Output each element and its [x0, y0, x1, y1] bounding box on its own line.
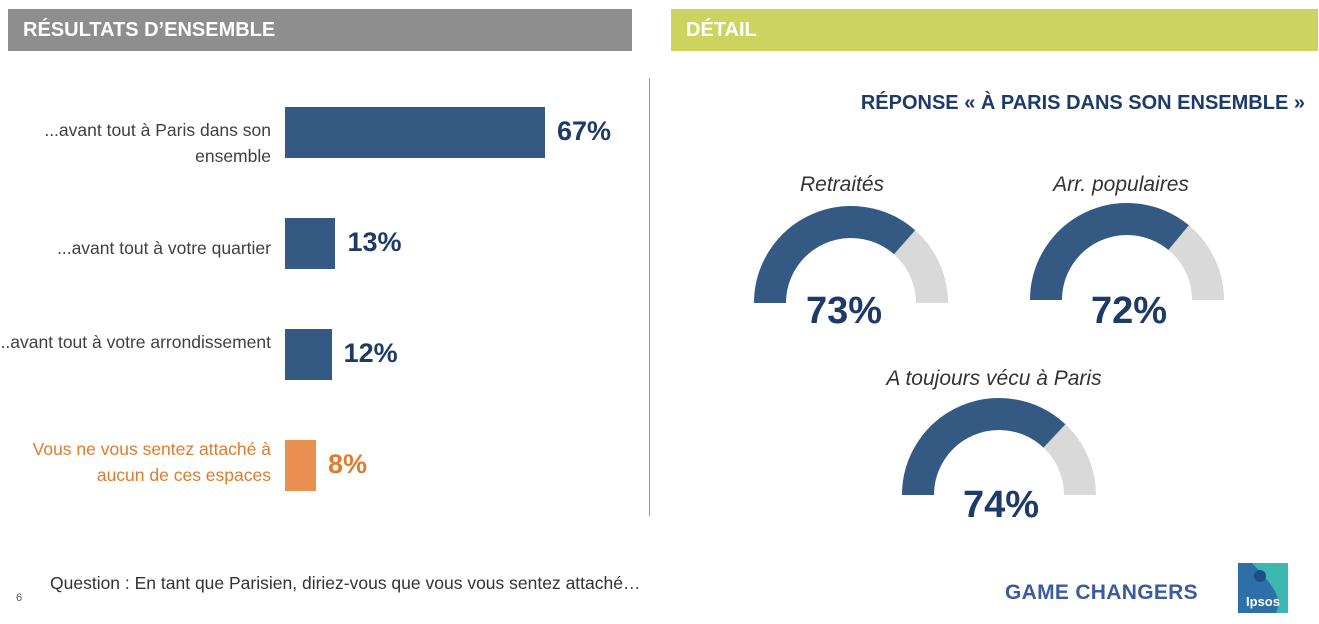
gauge-fill [1030, 203, 1189, 301]
bar-value-label: 67% [557, 116, 612, 146]
bar [285, 440, 317, 491]
gauge-label: Retraités [799, 173, 885, 196]
bar-category-label: ...avant tout à Paris dans son ensemble [44, 120, 271, 166]
results-overall-header: RÉSULTATS D’ENSEMBLE [8, 9, 632, 51]
bar-category-label: ...avant tout à votre arrondissement [0, 332, 271, 352]
gauge [1030, 203, 1224, 301]
bar [285, 329, 332, 380]
survey-question: Question : En tant que Parisien, diriez-… [50, 573, 641, 593]
gauge [754, 206, 948, 304]
page-number: 6 [16, 592, 23, 604]
gauge [902, 398, 1096, 496]
gauge-fill [902, 398, 1066, 496]
brand-name: GAME CHANGERS [1005, 581, 1198, 604]
detail-chart-title: RÉPONSE « À PARIS DANS SON ENSEMBLE » [860, 92, 1305, 114]
gauge-value: 73% [805, 290, 883, 332]
bar-category-label: Vous ne vous sentez attaché à aucun de c… [32, 439, 271, 485]
bar-value-label: 8% [328, 449, 368, 479]
logo-text: Ipsos [1246, 594, 1280, 609]
gauge-fill [754, 206, 916, 304]
gauge-value: 74% [962, 484, 1040, 526]
section-divider [649, 78, 650, 516]
gauge-label: A toujours vécu à Paris [886, 367, 1102, 390]
ipsos-logo-icon [1238, 563, 1288, 613]
gauge-value: 72% [1090, 290, 1168, 332]
results-overall-title: RÉSULTATS D’ENSEMBLE [23, 18, 276, 41]
bar [285, 218, 336, 269]
bar-category-label: ...avant tout à votre quartier [56, 238, 271, 258]
ipsos-logo: Ipsos [1238, 563, 1288, 613]
detail-header: DÉTAIL [671, 9, 1318, 51]
gauge-label: Arr. populaires [1053, 173, 1189, 196]
bar-value-label: 13% [347, 227, 402, 257]
detail-header-title: DÉTAIL [686, 18, 757, 41]
bar [285, 107, 545, 158]
bar-value-label: 12% [343, 338, 398, 368]
